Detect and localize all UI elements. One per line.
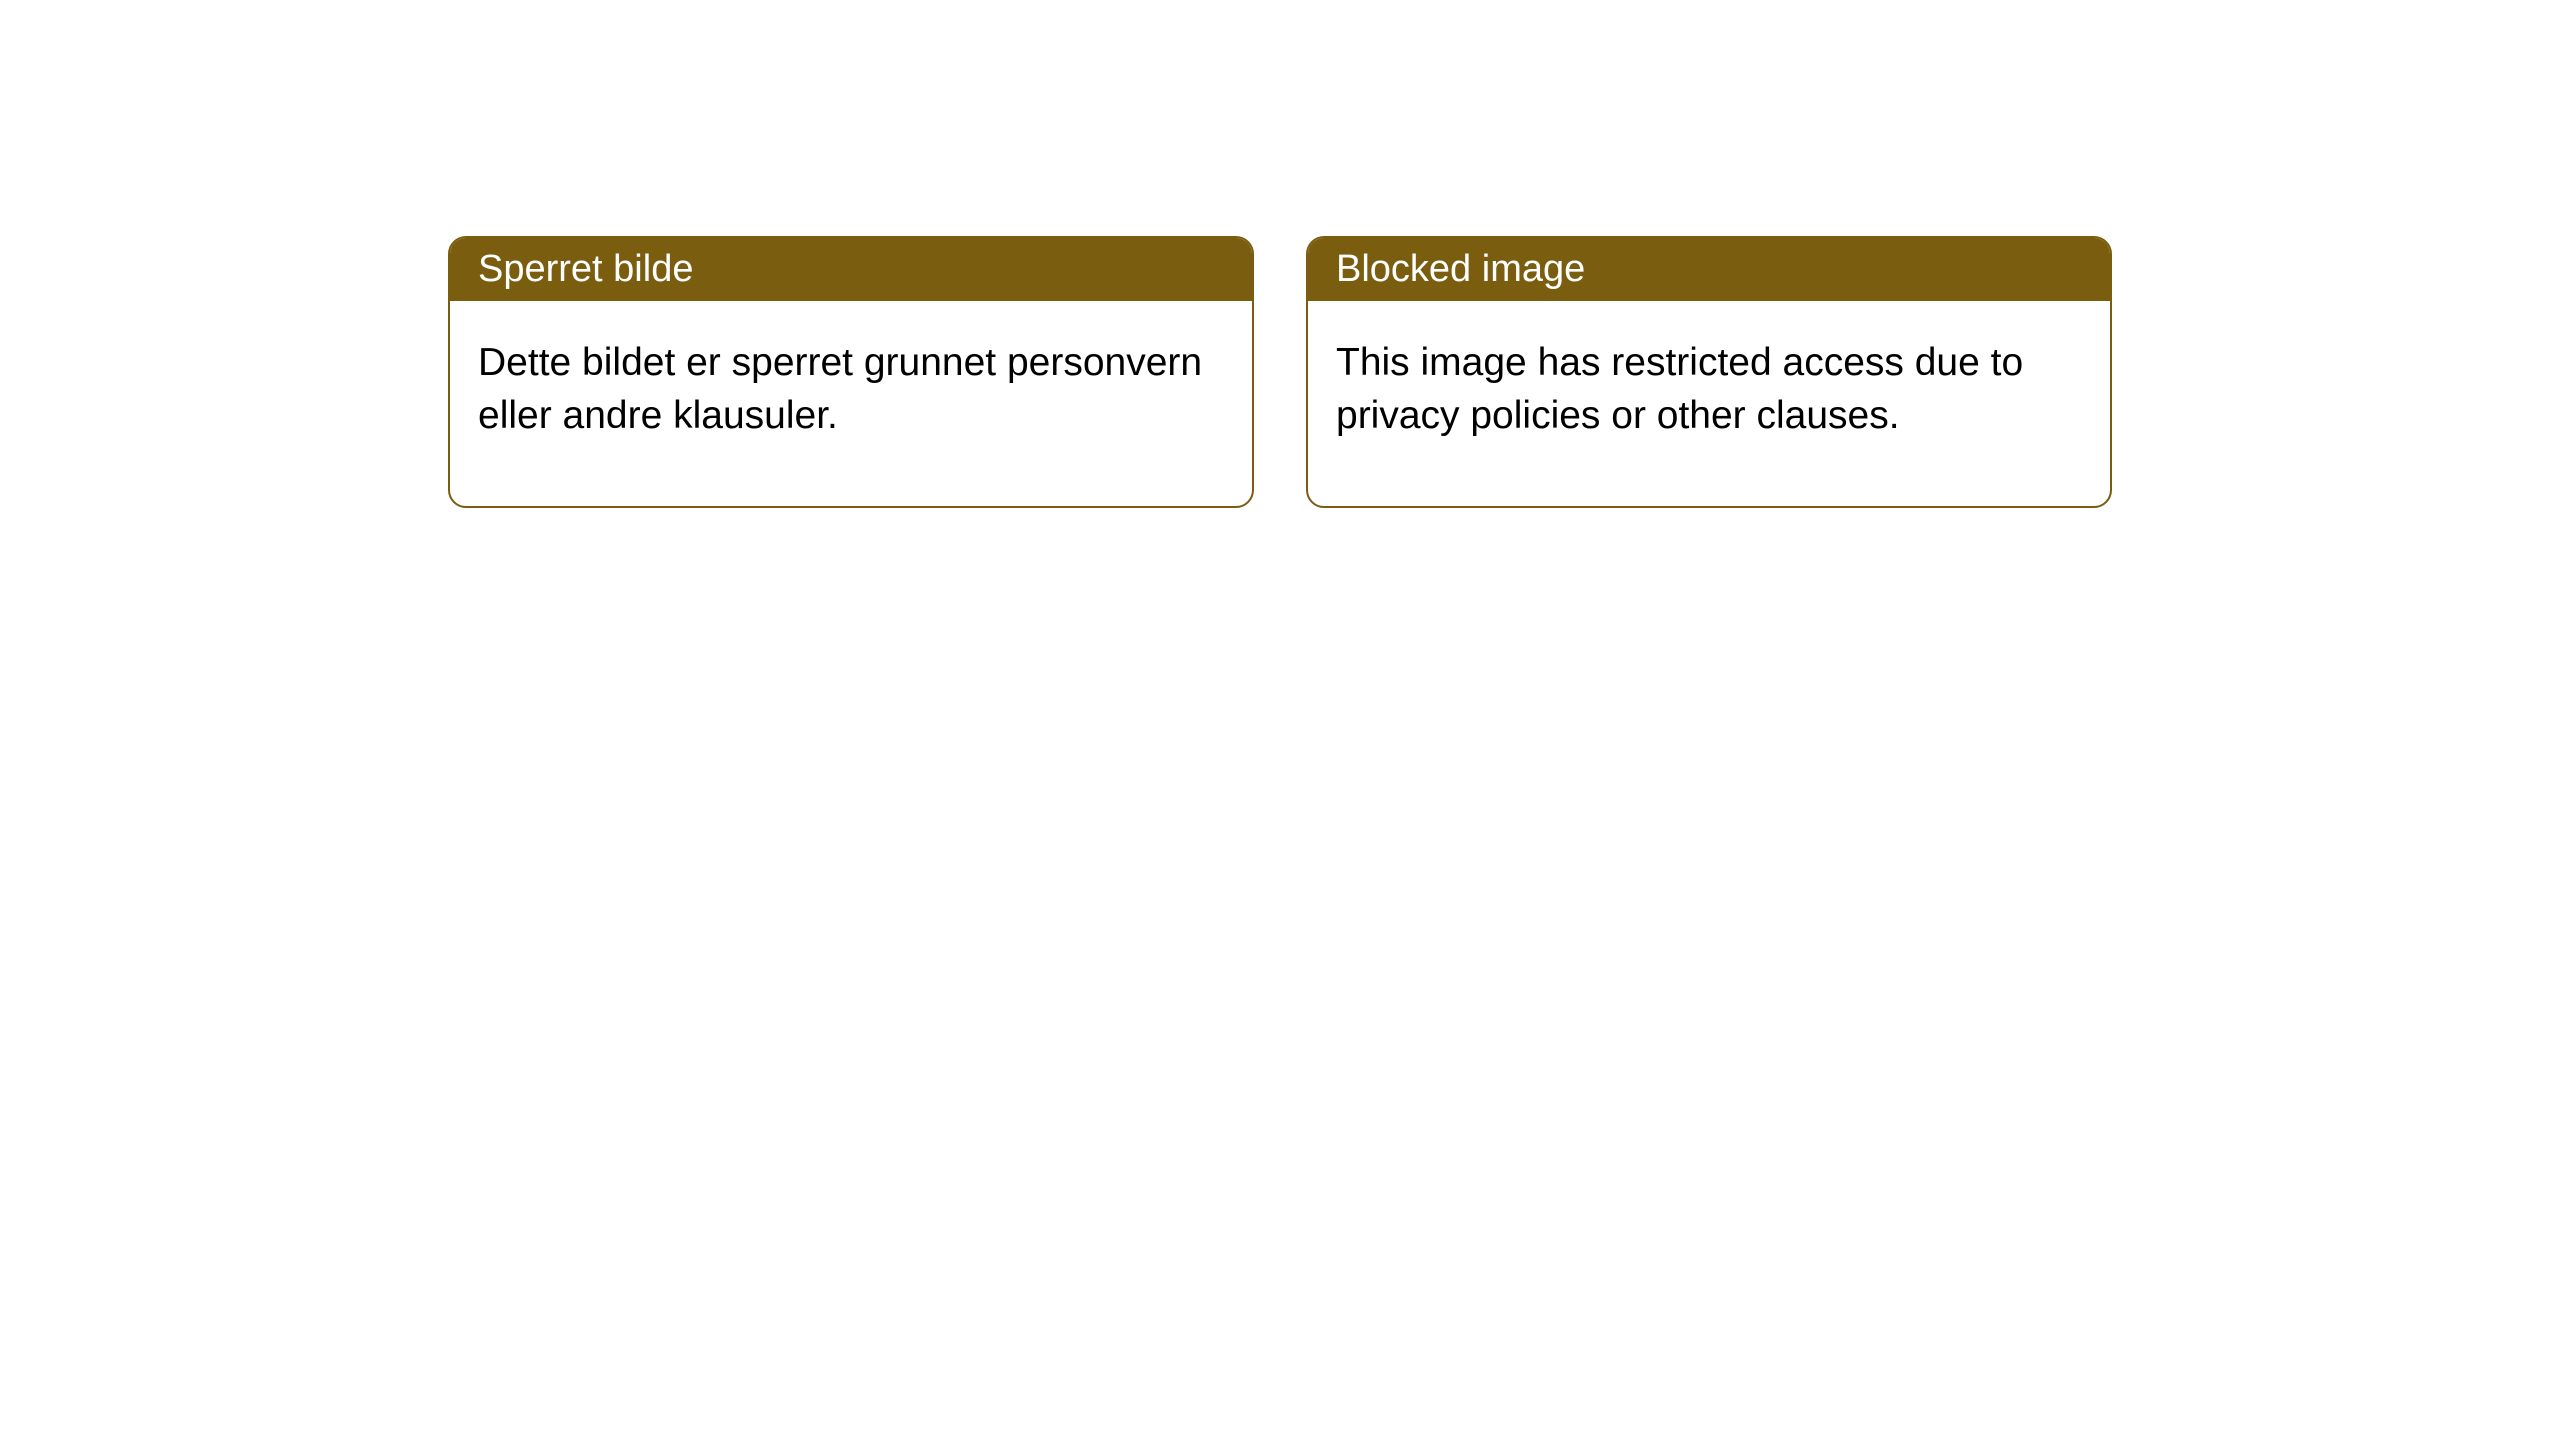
card-header: Sperret bilde <box>450 238 1252 301</box>
card-body-text: This image has restricted access due to … <box>1336 341 2023 437</box>
card-title: Blocked image <box>1336 248 1585 290</box>
card-body: Dette bildet er sperret grunnet personve… <box>450 301 1252 506</box>
blocked-image-card-norwegian: Sperret bilde Dette bildet er sperret gr… <box>448 236 1254 508</box>
card-body-text: Dette bildet er sperret grunnet personve… <box>478 341 1202 437</box>
card-header: Blocked image <box>1308 238 2110 301</box>
card-body: This image has restricted access due to … <box>1308 301 2110 506</box>
blocked-image-card-english: Blocked image This image has restricted … <box>1306 236 2112 508</box>
cards-container: Sperret bilde Dette bildet er sperret gr… <box>0 0 2560 508</box>
card-title: Sperret bilde <box>478 248 693 290</box>
